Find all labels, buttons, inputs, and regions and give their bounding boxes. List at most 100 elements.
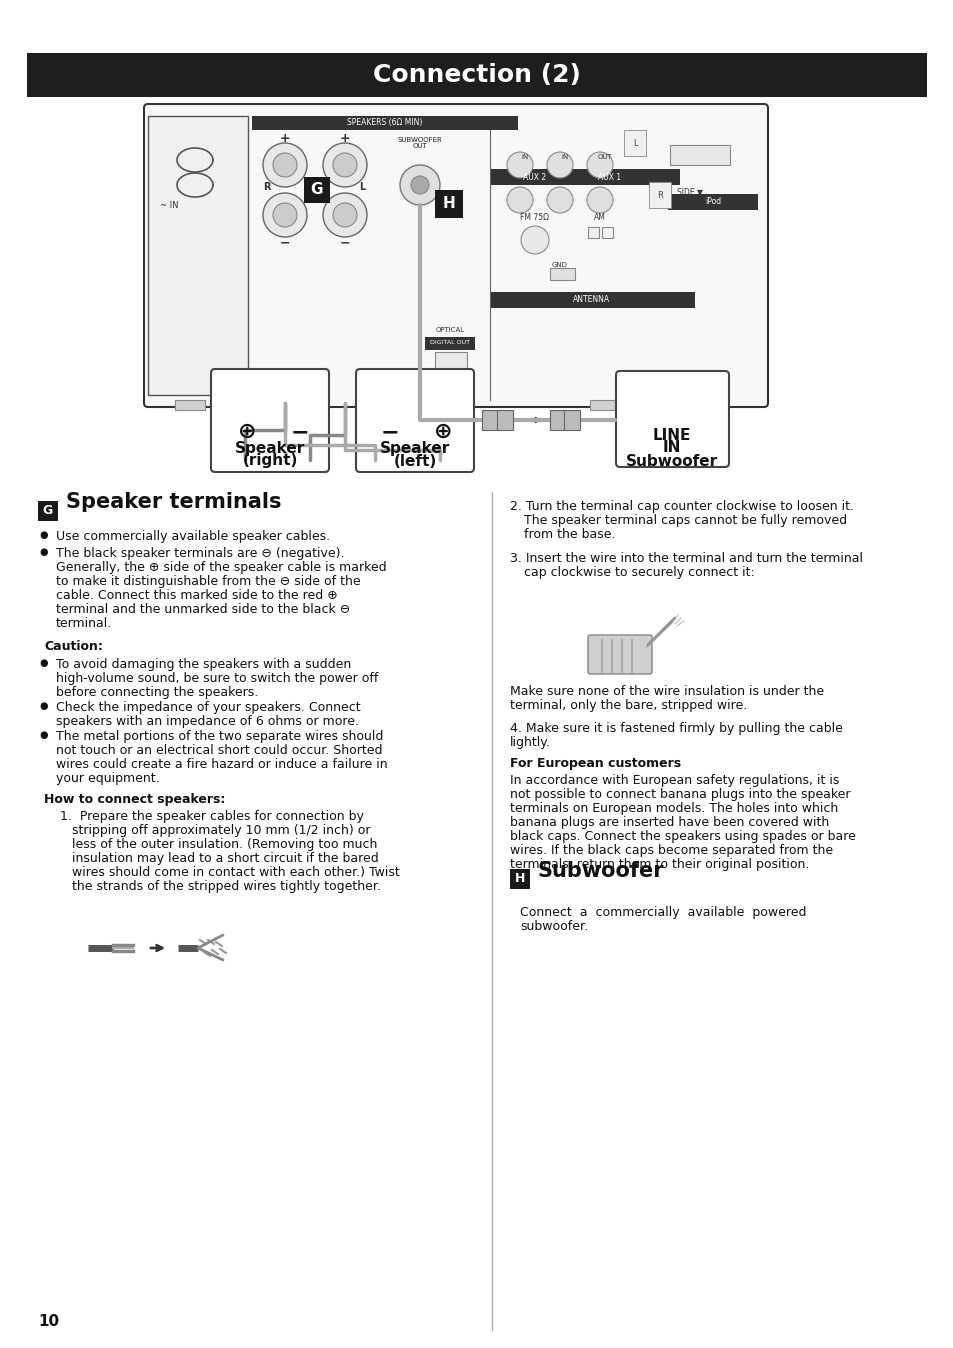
Text: OPTICAL: OPTICAL — [435, 328, 464, 333]
Circle shape — [333, 204, 356, 226]
Circle shape — [506, 187, 533, 213]
Text: In accordance with European safety regulations, it is: In accordance with European safety regul… — [510, 774, 839, 787]
FancyBboxPatch shape — [144, 104, 767, 407]
Text: Make sure none of the wire insulation is under the: Make sure none of the wire insulation is… — [510, 685, 823, 698]
Bar — [27, 53, 926, 97]
Text: ANTENNA: ANTENNA — [573, 295, 610, 305]
Text: For European customers: For European customers — [510, 758, 680, 770]
Text: Generally, the ⊕ side of the speaker cable is marked: Generally, the ⊕ side of the speaker cab… — [56, 561, 386, 574]
Text: (right): (right) — [242, 453, 297, 469]
Text: 1.  Prepare the speaker cables for connection by: 1. Prepare the speaker cables for connec… — [60, 810, 363, 824]
Bar — [435, 352, 467, 380]
Circle shape — [273, 154, 296, 177]
Text: R: R — [657, 190, 662, 200]
Text: insulation may lead to a short circuit if the bared: insulation may lead to a short circuit i… — [71, 852, 378, 865]
Text: terminal.: terminal. — [56, 617, 112, 630]
Text: to make it distinguishable from the ⊖ side of the: to make it distinguishable from the ⊖ si… — [56, 576, 360, 588]
Bar — [639, 400, 669, 410]
Text: Speaker terminals: Speaker terminals — [66, 492, 281, 512]
Text: SIDE ▼: SIDE ▼ — [677, 187, 702, 197]
Text: 2. Turn the terminal cap counter clockwise to loosen it.: 2. Turn the terminal cap counter clockwi… — [510, 500, 853, 514]
Text: FM 75Ω: FM 75Ω — [520, 213, 549, 222]
Bar — [174, 400, 205, 410]
Text: subwoofer.: subwoofer. — [519, 919, 587, 933]
Text: H: H — [515, 872, 525, 886]
Bar — [490, 168, 679, 185]
Bar — [563, 410, 579, 430]
Text: before connecting the speakers.: before connecting the speakers. — [56, 686, 258, 700]
Text: How to connect speakers:: How to connect speakers: — [44, 793, 225, 806]
Bar — [148, 116, 248, 395]
Text: ⊕: ⊕ — [434, 422, 452, 442]
Text: lightly.: lightly. — [510, 736, 550, 749]
Bar — [252, 116, 517, 129]
Circle shape — [263, 143, 307, 187]
Text: speakers with an impedance of 6 ohms or more.: speakers with an impedance of 6 ohms or … — [56, 714, 358, 728]
Bar — [424, 337, 475, 350]
Circle shape — [586, 152, 613, 178]
Text: cable. Connect this marked side to the red ⊕: cable. Connect this marked side to the r… — [56, 589, 337, 603]
Bar — [435, 190, 462, 218]
Text: ~ IN: ~ IN — [160, 201, 178, 209]
Circle shape — [323, 193, 367, 237]
Bar — [497, 410, 513, 430]
Text: G: G — [43, 504, 53, 518]
Bar — [587, 226, 598, 239]
Bar — [589, 400, 619, 410]
Text: Connection (2): Connection (2) — [373, 63, 580, 88]
Text: terminals, return them to their original position.: terminals, return them to their original… — [510, 857, 808, 871]
Text: terminal, only the bare, stripped wire.: terminal, only the bare, stripped wire. — [510, 700, 746, 712]
Text: H: H — [442, 197, 455, 212]
FancyArrowPatch shape — [527, 418, 539, 422]
Text: not touch or an electrical short could occur. Shorted: not touch or an electrical short could o… — [56, 744, 382, 758]
Text: high-volume sound, be sure to switch the power off: high-volume sound, be sure to switch the… — [56, 673, 378, 685]
Text: not possible to connect banana plugs into the speaker: not possible to connect banana plugs int… — [510, 789, 850, 801]
Text: L: L — [632, 139, 637, 147]
Text: Subwoofer: Subwoofer — [625, 454, 718, 469]
Text: ●: ● — [40, 701, 49, 710]
Bar — [669, 146, 729, 164]
Circle shape — [273, 204, 296, 226]
Bar — [550, 268, 575, 280]
Text: LINE: LINE — [652, 427, 691, 442]
Text: Use commercially available speaker cables.: Use commercially available speaker cable… — [56, 530, 330, 543]
Bar — [304, 177, 330, 204]
Text: +: + — [339, 132, 350, 144]
Text: The speaker terminal caps cannot be fully removed: The speaker terminal caps cannot be full… — [523, 514, 846, 527]
Text: Speaker: Speaker — [234, 441, 305, 456]
Text: OUT: OUT — [597, 154, 612, 160]
Text: SUBWOOFER
OUT: SUBWOOFER OUT — [397, 136, 442, 150]
Text: IN: IN — [560, 154, 568, 160]
Text: 3. Insert the wire into the terminal and turn the terminal: 3. Insert the wire into the terminal and… — [510, 551, 862, 565]
Text: To avoid damaging the speakers with a sudden: To avoid damaging the speakers with a su… — [56, 658, 351, 671]
Text: your equipment.: your equipment. — [56, 772, 159, 785]
Bar — [220, 400, 250, 410]
Text: terminal and the unmarked side to the black ⊖: terminal and the unmarked side to the bl… — [56, 603, 350, 616]
Text: the strands of the stripped wires tightly together.: the strands of the stripped wires tightl… — [71, 880, 380, 892]
Text: ●: ● — [40, 547, 49, 557]
Text: wires. If the black caps become separated from the: wires. If the black caps become separate… — [510, 844, 832, 857]
Circle shape — [333, 154, 356, 177]
Text: ●: ● — [40, 731, 49, 740]
Text: G: G — [311, 182, 323, 198]
Text: terminals on European models. The holes into which: terminals on European models. The holes … — [510, 802, 838, 816]
Text: The metal portions of the two separate wires should: The metal portions of the two separate w… — [56, 731, 383, 743]
Bar — [38, 501, 58, 520]
Circle shape — [263, 193, 307, 237]
Text: +: + — [279, 132, 290, 144]
Text: Speaker: Speaker — [379, 441, 450, 456]
FancyBboxPatch shape — [616, 371, 728, 466]
FancyBboxPatch shape — [355, 369, 474, 472]
Text: Check the impedance of your speakers. Connect: Check the impedance of your speakers. Co… — [56, 701, 360, 714]
Text: L: L — [358, 182, 365, 191]
Text: 10: 10 — [38, 1314, 59, 1329]
Circle shape — [399, 164, 439, 205]
Text: ●: ● — [40, 530, 49, 541]
FancyBboxPatch shape — [211, 369, 329, 472]
Text: wires should come in contact with each other.) Twist: wires should come in contact with each o… — [71, 865, 399, 879]
Bar — [667, 194, 758, 210]
Text: AUX 2: AUX 2 — [523, 173, 546, 182]
Text: stripping off approximately 10 mm (1/2 inch) or: stripping off approximately 10 mm (1/2 i… — [71, 824, 370, 837]
FancyBboxPatch shape — [587, 635, 651, 674]
Text: Subwoofer: Subwoofer — [537, 861, 664, 882]
